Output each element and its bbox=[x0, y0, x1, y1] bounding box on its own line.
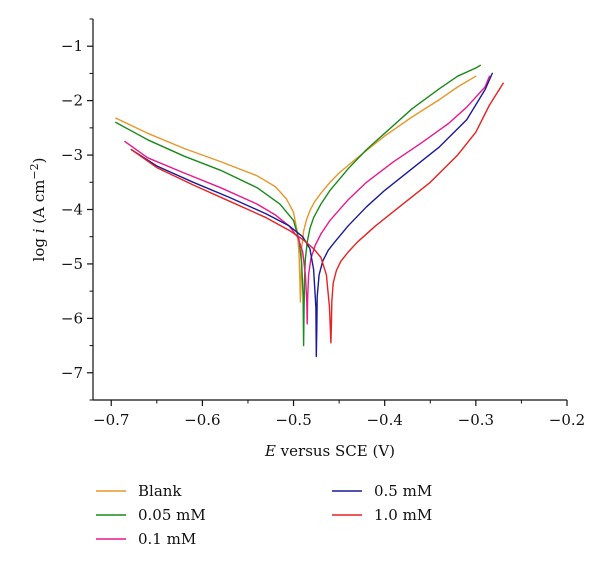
x-tick-label: −0.7 bbox=[93, 411, 129, 429]
x-axis-title-italic: E bbox=[264, 442, 276, 460]
y-tick-label: −7 bbox=[61, 364, 83, 382]
series-lines bbox=[115, 64, 504, 358]
x-tick-label: −0.4 bbox=[366, 411, 402, 429]
y-tick-label: −2 bbox=[61, 92, 83, 110]
y-tick-label: −4 bbox=[61, 201, 83, 219]
series-line-1-0-mm bbox=[130, 82, 504, 344]
x-tick-label: −0.3 bbox=[458, 411, 494, 429]
legend-label: 0.1 mM bbox=[138, 530, 196, 548]
legend-label: 0.5 mM bbox=[374, 482, 432, 500]
x-tick-label: −0.5 bbox=[275, 411, 311, 429]
x-axis-title-rest: versus SCE (V) bbox=[276, 442, 395, 460]
y-axis-title-unit: (A cm bbox=[30, 180, 48, 229]
x-tick-label: −0.2 bbox=[549, 411, 585, 429]
series-line-0-5-mm bbox=[130, 72, 493, 358]
y-axis-title: log i (A cm−2) bbox=[28, 158, 48, 262]
legend-label: Blank bbox=[138, 482, 182, 500]
y-axis-title-main: log bbox=[30, 233, 48, 261]
series-line-0-1-mm bbox=[124, 75, 491, 325]
y-axis-title-sup: −2 bbox=[28, 163, 41, 179]
axes bbox=[92, 19, 567, 401]
series-line-0-05-mm bbox=[115, 64, 482, 347]
y-tick-label: −1 bbox=[61, 37, 83, 55]
y-tick-label: −3 bbox=[61, 146, 83, 164]
x-tick-label: −0.6 bbox=[184, 411, 220, 429]
y-axis-title-close: ) bbox=[30, 158, 48, 164]
y-tick-label: −6 bbox=[61, 309, 83, 327]
legend-label: 0.05 mM bbox=[138, 506, 206, 524]
legend: Blank 0.05 mM 0.1 mM 0.5 mM 1.0 mM bbox=[96, 482, 432, 548]
x-axis-title: E versus SCE (V) bbox=[264, 442, 395, 460]
y-axis-title-italic: i bbox=[30, 228, 48, 233]
legend-label: 1.0 mM bbox=[374, 506, 432, 524]
x-ticks: −0.7 −0.6 −0.5 −0.4 −0.3 −0.2 bbox=[93, 400, 585, 429]
y-tick-label: −5 bbox=[61, 255, 83, 273]
y-ticks: −1 −2 −3 −4 −5 −6 −7 bbox=[61, 18, 93, 401]
